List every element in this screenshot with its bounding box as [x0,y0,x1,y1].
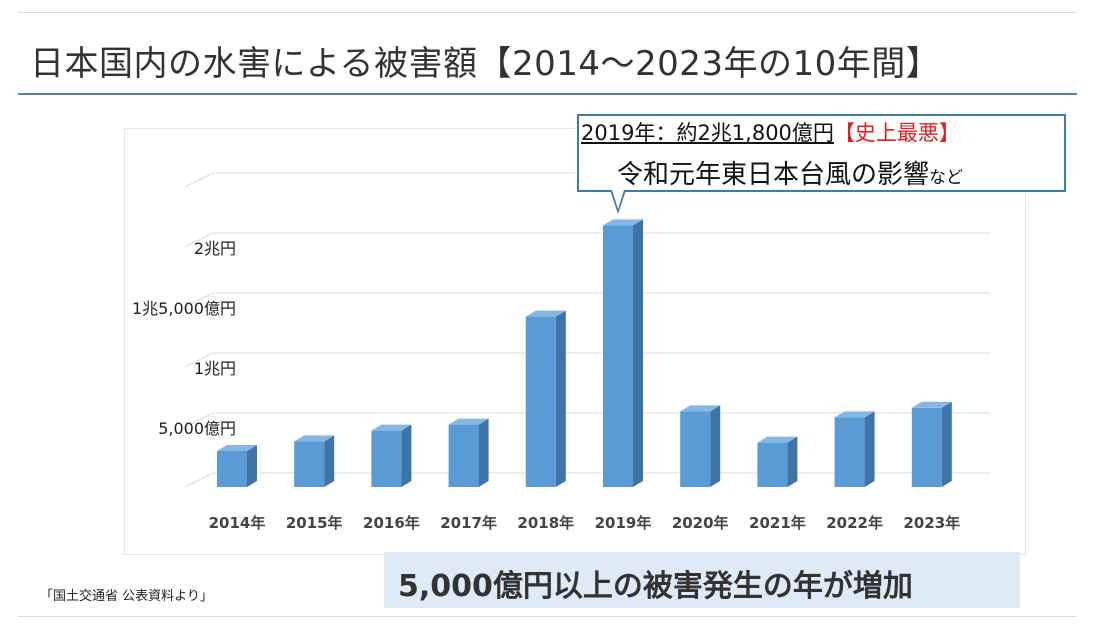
grid-line-depth [184,412,214,428]
bar-top [680,405,721,412]
callout-headline: 2019年：約2兆1,800億円【史上最悪】 [581,117,960,147]
grid-line-depth [184,472,214,488]
y-tick-label: 5,000億円 [158,419,236,438]
bar [448,424,479,487]
bar [294,441,325,487]
bar-side [633,219,643,487]
bar [217,451,247,487]
bar-top [217,445,257,451]
bar [680,411,711,487]
bar-top [603,219,643,226]
callout-cause-main: 令和元年東日本台風の影響 [617,160,930,190]
summary-banner [384,552,1020,608]
grid-line-depth [184,232,214,248]
bar-side [324,435,335,487]
bar-top [448,418,489,425]
bar-side [864,411,875,487]
bar-side [941,401,952,487]
bar-top [911,401,952,408]
x-tick-label: 2016年 [363,514,420,532]
x-tick-label: 2020年 [672,514,729,532]
page-title: 日本国内の水害による被害額【2014～2023年の10年間】 [30,44,941,84]
bar-side [555,310,566,487]
title-underline [18,93,1077,95]
grid-line-depth [184,352,214,368]
callout-box: 2019年：約2兆1,800億円【史上最悪】 令和元年東日本台風の影響など [577,114,1066,192]
callout-cause: 令和元年東日本台風の影響など [617,154,963,191]
bar-side [247,445,257,487]
y-tick-label: 1兆5,000億円 [132,299,236,318]
bar-side [710,405,721,487]
x-tick-label: 2023年 [903,514,960,532]
x-tick-label: 2017年 [440,514,497,532]
x-tick-label: 2018年 [517,514,574,532]
grid-line-depth [184,292,214,308]
chart-frame [124,128,1026,555]
bar [371,430,402,487]
bar-top [525,310,566,317]
bar [834,417,865,487]
bar [757,442,788,487]
x-tick-label: 2019年 [595,514,652,532]
x-tick-label: 2022年 [826,514,883,532]
bar [911,407,942,487]
x-tick-label: 2021年 [749,514,806,532]
source-note: 「国土交通省 公表資料より」 [40,589,213,604]
bar-top [757,436,798,443]
bottom-divider [18,616,1077,617]
y-tick-label: 1兆円 [194,359,236,378]
bar-top [834,411,875,418]
grid-line-depth [184,172,214,188]
callout-amount: 2019年：約2兆1,800億円 [581,121,834,145]
x-tick-label: 2014年 [209,514,266,532]
bar [525,316,556,487]
bar-top [294,435,335,442]
bar-side [478,418,489,487]
y-tick-label: 2兆円 [194,239,236,258]
x-tick-label: 2015年 [286,514,343,532]
bar-side [787,436,798,487]
bar-side [401,424,412,487]
callout-worst-tag: 【史上最悪】 [833,121,960,145]
bar [603,225,633,487]
summary-banner-text: 5,000億円以上の被害発生の年が増加 [398,569,913,604]
top-divider [18,12,1077,13]
bar-top [371,424,412,431]
callout-pointer-inner [612,190,624,209]
callout-cause-suffix: など [929,168,964,188]
